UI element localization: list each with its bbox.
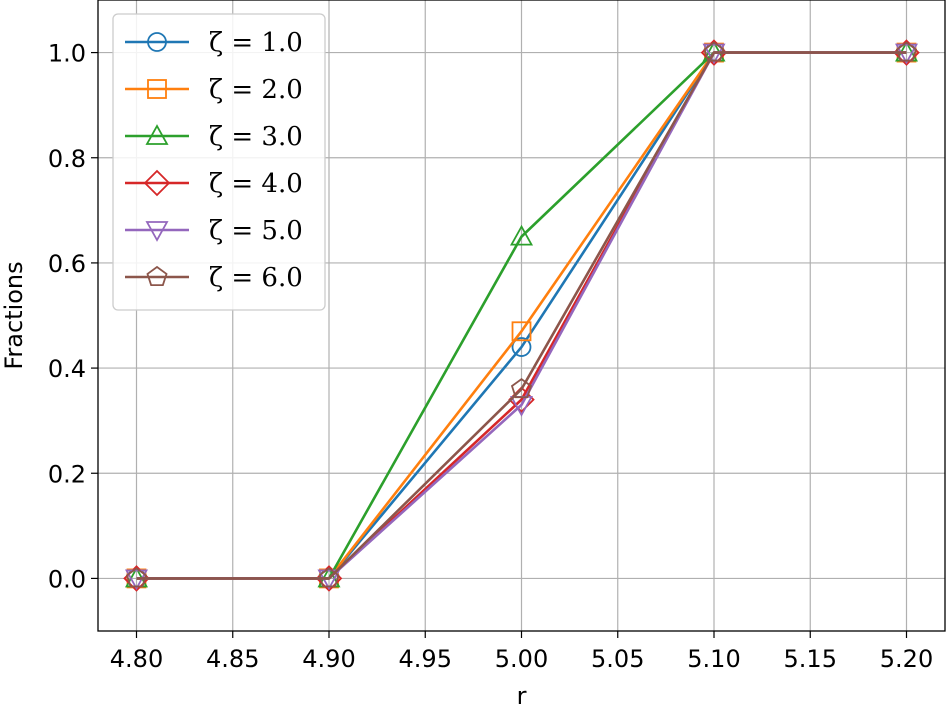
x-tick-label: 5.00 (495, 645, 548, 673)
legend-label: ζ = 3.0 (209, 122, 303, 152)
x-tick-label: 5.05 (591, 645, 644, 673)
y-tick-label: 0.8 (48, 145, 86, 173)
data-point-marker (509, 224, 534, 246)
y-axis-ticks: 0.0 0.2 0.4 0.6 0.8 1.0 (48, 40, 98, 593)
data-point-marker (511, 321, 532, 342)
legend: ζ = 1.0 ζ = 2.0 ζ = 3.0 ζ = 4.0 ζ = 5.0 ζ = 6… (112, 13, 326, 311)
y-tick-label: 0.2 (48, 460, 86, 488)
legend-swatch-marker (146, 265, 168, 286)
x-tick-label: 4.90 (302, 645, 355, 673)
legend-label: ζ = 4.0 (209, 169, 303, 199)
x-tick-label: 5.10 (687, 645, 740, 673)
y-tick-label: 0.4 (48, 355, 86, 383)
data-point-marker (895, 41, 918, 62)
legend-swatch-marker (147, 32, 167, 52)
legend-item: ζ = 6.0 (125, 263, 303, 293)
series-6 (125, 41, 918, 588)
legend-swatch-marker (147, 79, 167, 99)
legend-swatch-marker (143, 169, 171, 197)
legend-swatch-marker (145, 124, 169, 145)
y-axis-label: Fractions (0, 261, 28, 369)
x-tick-label: 4.85 (206, 645, 259, 673)
legend-item: ζ = 3.0 (125, 122, 303, 152)
data-point-marker (318, 567, 340, 588)
legend-item: ζ = 2.0 (125, 75, 303, 105)
legend-label: ζ = 1.0 (209, 28, 303, 58)
x-tick-label: 4.95 (399, 645, 452, 673)
series-layer (123, 39, 920, 592)
x-tick-label: 5.15 (784, 645, 837, 673)
legend-item: ζ = 1.0 (125, 28, 303, 58)
x-tick-label: 4.80 (110, 645, 163, 673)
legend-item: ζ = 4.0 (125, 169, 303, 199)
legend-label: ζ = 6.0 (209, 263, 303, 293)
x-axis-label: r (517, 682, 527, 710)
data-point-marker (125, 567, 148, 588)
y-tick-label: 0.6 (48, 250, 86, 278)
legend-item: ζ = 5.0 (125, 216, 303, 246)
series-line (136, 51, 907, 580)
x-axis-ticks: 4.80 4.85 4.90 4.95 5.00 5.05 5.10 5.15 5.20 (110, 631, 933, 673)
x-tick-label: 5.20 (880, 645, 933, 673)
data-point-marker (703, 41, 725, 62)
grid (98, 0, 945, 631)
legend-swatch-marker (145, 221, 169, 242)
data-point-marker (510, 378, 533, 399)
data-point-marker (511, 337, 532, 357)
y-tick-label: 1.0 (48, 40, 86, 68)
legend-label: ζ = 2.0 (209, 75, 303, 105)
y-tick-label: 0.0 (48, 565, 86, 593)
legend-label: ζ = 5.0 (209, 216, 303, 246)
